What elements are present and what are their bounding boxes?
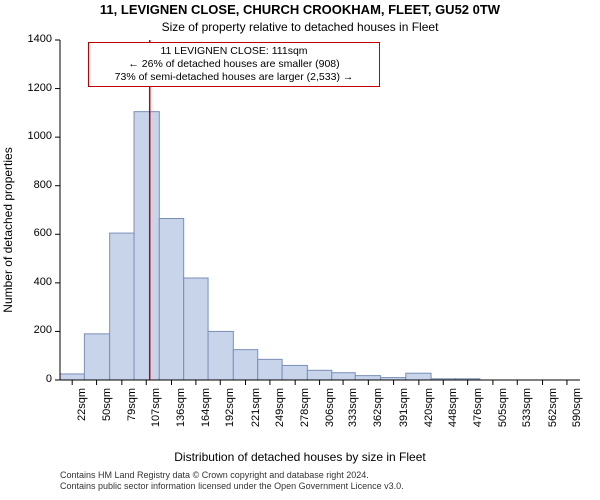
x-tick-label: 192sqm [224,388,236,448]
x-tick-label: 79sqm [126,388,138,448]
annotation-line-2: ← 26% of detached houses are smaller (90… [93,58,375,71]
x-tick-label: 448sqm [447,388,459,448]
annotation-line-1: 11 LEVIGNEN CLOSE: 111sqm [93,45,375,58]
x-tick-label: 391sqm [398,388,410,448]
y-tick-label: 400 [22,276,52,288]
y-tick-label: 1400 [22,33,52,45]
x-tick-label: 50sqm [101,388,113,448]
x-tick-label: 278sqm [299,388,311,448]
x-axis-label: Distribution of detached houses by size … [0,450,600,464]
annotation-line-3: 73% of semi-detached houses are larger (… [93,71,375,84]
annotation-box: 11 LEVIGNEN CLOSE: 111sqm ← 26% of detac… [88,42,380,87]
x-tick-label: 420sqm [423,388,435,448]
x-tick-label: 306sqm [324,388,336,448]
license-text: Contains HM Land Registry data © Crown c… [60,470,580,492]
x-tick-label: 221sqm [250,388,262,448]
x-tick-label: 249sqm [274,388,286,448]
y-axis-label: Number of detached properties [1,147,15,312]
x-tick-label: 562sqm [547,388,559,448]
x-tick-label: 107sqm [150,388,162,448]
y-tick-label: 1200 [22,82,52,94]
x-tick-label: 505sqm [497,388,509,448]
y-tick-label: 800 [22,179,52,191]
x-tick-label: 22sqm [76,388,88,448]
license-line-2: Contains public sector information licen… [60,481,580,492]
x-tick-label: 333sqm [347,388,359,448]
x-tick-label: 164sqm [200,388,212,448]
x-tick-label: 476sqm [472,388,484,448]
x-tick-label: 362sqm [372,388,384,448]
y-tick-label: 200 [22,324,52,336]
x-tick-label: 533sqm [521,388,533,448]
y-tick-label: 0 [22,373,52,385]
x-tick-label: 590sqm [571,388,583,448]
x-tick-label: 136sqm [175,388,187,448]
y-tick-label: 600 [22,227,52,239]
license-line-1: Contains HM Land Registry data © Crown c… [60,470,580,481]
y-tick-label: 1000 [22,130,52,142]
